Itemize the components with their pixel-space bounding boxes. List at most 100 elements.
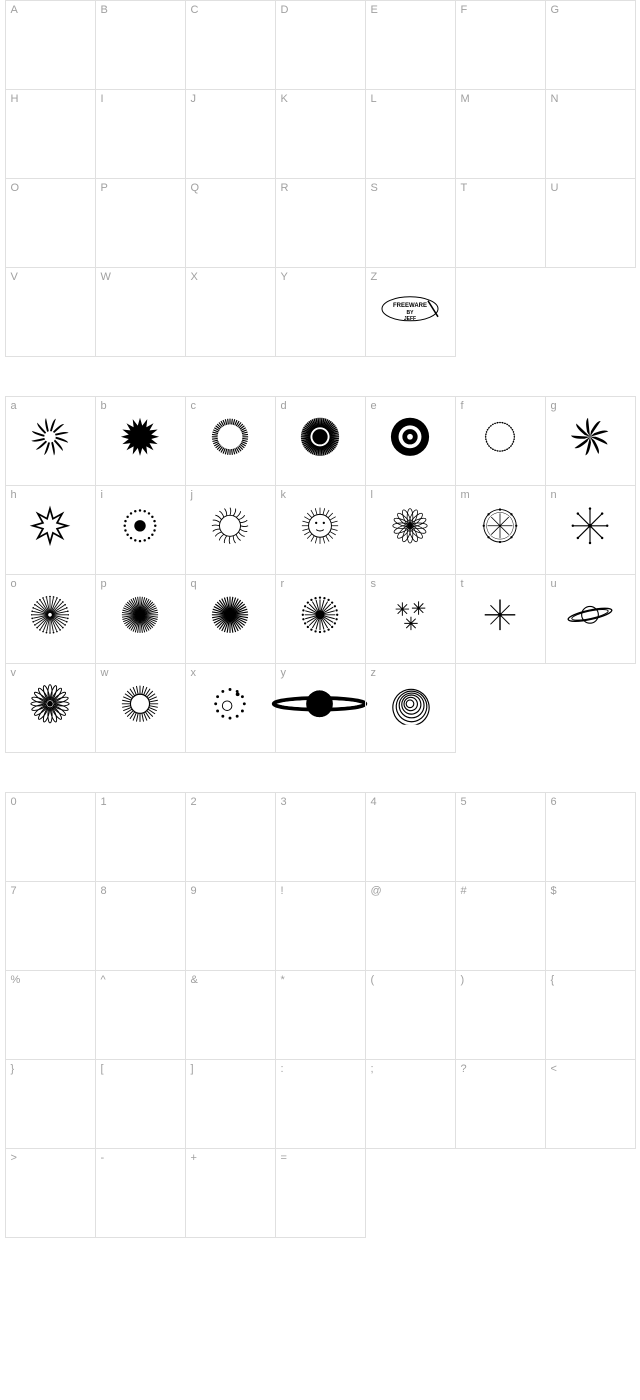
cell-label: ( [371, 974, 375, 986]
cell-label: G [551, 4, 560, 16]
cell-label: ] [191, 1063, 194, 1075]
glyph-cell: n [545, 485, 636, 575]
glyph-compass-ring [479, 504, 521, 546]
glyph-cell: o [5, 574, 96, 664]
glyph-freeware-badge: FREEWAREBYJEFF [380, 292, 440, 324]
section-numbers-symbols: 0123456789!@#$%^&*(){}[]:;?<>-+= [5, 792, 635, 1237]
glyph-cell: L [365, 89, 456, 179]
glyph-cell: G [545, 0, 636, 90]
glyph-cell: = [275, 1148, 366, 1238]
glyph-cell [545, 267, 636, 357]
glyph-cell: ) [455, 970, 546, 1060]
cell-label: I [101, 93, 104, 105]
glyph-cell: m [455, 485, 546, 575]
glyph-saturn [564, 593, 616, 635]
glyph-cell [455, 1148, 546, 1238]
glyph-cell: { [545, 970, 636, 1060]
glyph-cell: * [275, 970, 366, 1060]
glyph-dotted-ring [479, 415, 521, 457]
cell-label: s [371, 578, 377, 590]
cell-label: K [281, 93, 288, 105]
glyph-cell: A [5, 0, 96, 90]
glyph-cell: : [275, 1059, 366, 1149]
glyph-cell: S [365, 178, 456, 268]
cell-label: u [551, 578, 557, 590]
cell-label: : [281, 1063, 284, 1075]
glyph-cell: C [185, 0, 276, 90]
glyph-cell: u [545, 574, 636, 664]
glyph-cell: b [95, 396, 186, 486]
glyph-cell: N [545, 89, 636, 179]
cell-label: Y [281, 271, 288, 283]
glyph-cell: y [275, 663, 366, 753]
glyph-target-sun [389, 415, 431, 457]
cell-label: ! [281, 885, 284, 897]
glyph-cell: Q [185, 178, 276, 268]
glyph-retro-star [569, 504, 611, 546]
glyph-cell: 5 [455, 792, 546, 882]
glyph-dense-radial [119, 593, 161, 635]
glyph-cell: ( [365, 970, 456, 1060]
cell-label: b [101, 400, 107, 412]
cell-label: ? [461, 1063, 467, 1075]
cell-label: 1 [101, 796, 107, 808]
cell-label: B [101, 4, 108, 16]
glyph-cell [545, 663, 636, 753]
cell-label: o [11, 578, 17, 590]
glyph-cell: z [365, 663, 456, 753]
glyph-cell: ? [455, 1059, 546, 1149]
glyph-line-sun [119, 682, 161, 724]
glyph-cell: 4 [365, 792, 456, 882]
cell-label: A [11, 4, 18, 16]
glyph-cell: h [5, 485, 96, 575]
glyph-cell: J [185, 89, 276, 179]
cell-label: f [461, 400, 464, 412]
cell-label: * [281, 974, 285, 986]
glyph-plus-star [479, 593, 521, 635]
glyph-cell: 2 [185, 792, 276, 882]
glyph-cell: Y [275, 267, 366, 357]
cell-label: < [551, 1063, 557, 1075]
glyph-cell: I [95, 89, 186, 179]
section-gap [0, 752, 640, 792]
cell-label: Z [371, 271, 378, 283]
cell-label: h [11, 489, 17, 501]
glyph-cell: k [275, 485, 366, 575]
cell-label: 4 [371, 796, 377, 808]
cell-label: V [11, 271, 18, 283]
glyph-cell: T [455, 178, 546, 268]
section-gap [0, 356, 640, 396]
glyph-wide-planet [268, 682, 373, 724]
glyph-orbit-dots [209, 682, 251, 724]
section-lowercase: abcdefghijklmnopqrstuvwxyz [5, 396, 635, 752]
glyph-cell: t [455, 574, 546, 664]
glyph-cell: c [185, 396, 276, 486]
glyph-cell: [ [95, 1059, 186, 1149]
glyph-cell: v [5, 663, 96, 753]
glyph-dot-center-halo [119, 504, 161, 546]
glyph-cell: d [275, 396, 366, 486]
cell-label: + [191, 1152, 197, 1164]
cell-label: r [281, 578, 285, 590]
glyph-spiky-outline [29, 504, 71, 546]
cell-label: C [191, 4, 199, 16]
glyph-cell: r [275, 574, 366, 664]
cell-label: F [461, 4, 468, 16]
svg-text:FREEWARE: FREEWARE [393, 302, 427, 308]
glyph-dashed-ring [209, 415, 251, 457]
cell-label: 7 [11, 885, 17, 897]
cell-label: { [551, 974, 555, 986]
glyph-cell: 1 [95, 792, 186, 882]
cell-label: l [371, 489, 373, 501]
cell-label: q [191, 578, 197, 590]
cell-label: y [281, 667, 287, 679]
cell-label: e [371, 400, 377, 412]
glyph-cell [455, 267, 546, 357]
glyph-cell: ; [365, 1059, 456, 1149]
glyph-cell: 7 [5, 881, 96, 971]
glyph-cell: > [5, 1148, 96, 1238]
glyph-petal-flower [389, 504, 431, 546]
cell-label: S [371, 182, 378, 194]
cell-label: L [371, 93, 377, 105]
cell-label: p [101, 578, 107, 590]
